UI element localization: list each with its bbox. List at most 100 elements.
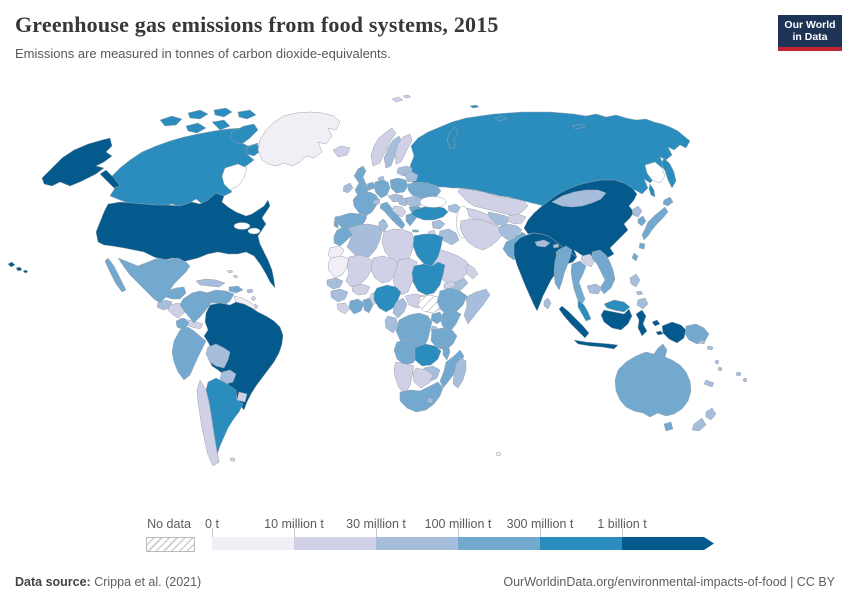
country-bahamas[interactable] xyxy=(226,269,234,274)
country-sudan[interactable] xyxy=(411,261,446,296)
country-botswana[interactable] xyxy=(412,367,434,389)
no-data-swatch[interactable] xyxy=(146,537,195,552)
country-solomon-islands[interactable] xyxy=(698,339,706,345)
country-japan-hokkaido[interactable] xyxy=(662,196,674,207)
country-nigeria[interactable] xyxy=(373,284,402,313)
country-uruguay[interactable] xyxy=(236,391,248,403)
country-united-states-alaska[interactable] xyxy=(41,137,113,187)
country-indonesia-moluccas[interactable] xyxy=(655,330,664,336)
country-norway[interactable] xyxy=(370,127,397,167)
country-greece-crete[interactable] xyxy=(411,229,420,233)
country-tunisia[interactable] xyxy=(378,219,389,233)
country-taiwan[interactable] xyxy=(631,252,639,262)
owid-logo[interactable]: Our World in Data xyxy=(778,15,842,51)
country-uzbekistan[interactable] xyxy=(487,211,511,227)
country-fiji[interactable] xyxy=(742,377,748,383)
legend-segment-3[interactable] xyxy=(458,537,540,550)
country-solomon-islands[interactable] xyxy=(706,345,714,351)
country-belarus[interactable] xyxy=(403,171,419,183)
country-switzerland[interactable] xyxy=(372,198,381,205)
country-portugal[interactable] xyxy=(333,215,340,229)
country-morocco[interactable] xyxy=(333,225,355,247)
country-colombia[interactable] xyxy=(179,290,215,324)
country-bhutan[interactable] xyxy=(552,243,560,249)
country-fiji[interactable] xyxy=(735,371,742,377)
country-lesser-antilles[interactable] xyxy=(250,295,257,302)
country-iceland[interactable] xyxy=(332,145,351,158)
country-western-balkans[interactable] xyxy=(391,205,407,218)
country-vanuatu[interactable] xyxy=(714,359,720,365)
country-australia[interactable] xyxy=(614,343,692,418)
country-malawi[interactable] xyxy=(442,343,451,361)
country-puerto-rico[interactable] xyxy=(246,288,254,294)
country-cameroon[interactable] xyxy=(392,297,408,319)
country-algeria[interactable] xyxy=(346,223,383,261)
country-ethiopia[interactable] xyxy=(436,287,468,316)
country-united-states-hawaii[interactable] xyxy=(15,266,23,272)
country-canada-arctic[interactable] xyxy=(237,109,257,120)
country-burkina-faso[interactable] xyxy=(351,283,371,296)
country-papua-new-guinea[interactable] xyxy=(684,323,710,345)
country-hispaniola[interactable] xyxy=(228,285,244,294)
country-germany[interactable] xyxy=(373,179,391,199)
country-new-zealand-south[interactable] xyxy=(691,417,707,432)
legend-segment-4[interactable] xyxy=(540,537,622,550)
credit-link[interactable]: OurWorldinData.org/environmental-impacts… xyxy=(503,575,835,589)
country-finland[interactable] xyxy=(394,133,413,165)
legend-segment-5[interactable] xyxy=(622,537,704,550)
country-paraguay[interactable] xyxy=(219,369,237,385)
country-cambodia[interactable] xyxy=(586,283,603,295)
country-chad[interactable] xyxy=(392,257,418,296)
country-vietnam[interactable] xyxy=(591,249,616,295)
country-madagascar[interactable] xyxy=(452,357,467,389)
country-sierra-leone-liberia[interactable] xyxy=(336,302,351,315)
country-mexico-baja[interactable] xyxy=(104,257,127,293)
country-ghana[interactable] xyxy=(362,297,374,314)
country-canada-baffin[interactable] xyxy=(229,123,259,145)
country-norway-svalbard[interactable] xyxy=(391,96,404,103)
country-new-zealand-north[interactable] xyxy=(705,407,717,421)
country-bolivia[interactable] xyxy=(205,343,231,369)
country-russia-sakhalin[interactable] xyxy=(648,183,656,198)
country-italy[interactable] xyxy=(379,201,406,230)
country-indonesia-sumatra[interactable] xyxy=(558,305,590,339)
country-russia-arctic-isle[interactable] xyxy=(469,104,480,109)
country-niger[interactable] xyxy=(370,255,400,284)
country-canada-arctic[interactable] xyxy=(211,119,231,131)
country-philippines-visayas[interactable] xyxy=(635,290,644,296)
country-south-korea[interactable] xyxy=(637,215,647,227)
country-canada-arctic[interactable] xyxy=(159,115,183,127)
country-venezuela[interactable] xyxy=(205,289,235,307)
country-kyrgyzstan-tajikistan[interactable] xyxy=(507,213,527,225)
country-indonesia-sulawesi[interactable] xyxy=(635,309,648,337)
country-gabon-congo[interactable] xyxy=(384,315,399,334)
legend-segment-1[interactable] xyxy=(294,537,376,550)
country-malaysia-peninsula[interactable] xyxy=(577,299,592,322)
country-bahamas[interactable] xyxy=(232,274,239,279)
country-vanuatu[interactable] xyxy=(717,366,723,372)
country-united-states-alaska-panhandle[interactable] xyxy=(99,169,121,189)
country-south-sudan[interactable] xyxy=(417,294,444,314)
country-sweden[interactable] xyxy=(383,135,403,169)
country-philippines-mindanao[interactable] xyxy=(636,297,649,310)
country-australia-tasmania[interactable] xyxy=(663,421,674,432)
country-malaysia-borneo[interactable] xyxy=(603,299,631,313)
country-canada-arctic[interactable] xyxy=(185,122,207,134)
country-philippines-luzon[interactable] xyxy=(629,273,641,288)
country-russia-novaya-zemlya[interactable] xyxy=(446,126,459,149)
country-canada[interactable] xyxy=(109,127,259,208)
country-indonesia-west-papua[interactable] xyxy=(661,321,687,344)
country-russia-arctic-isle[interactable] xyxy=(494,115,508,122)
country-lesotho[interactable] xyxy=(426,397,434,404)
country-somalia[interactable] xyxy=(463,288,491,325)
country-russia-kamchatka[interactable] xyxy=(660,157,677,189)
country-kerguelen[interactable] xyxy=(495,451,502,457)
country-russia[interactable] xyxy=(409,111,691,211)
country-mauritania[interactable] xyxy=(327,255,350,279)
country-north-korea[interactable] xyxy=(631,205,643,218)
country-canada-arctic[interactable] xyxy=(187,109,209,120)
country-united-states-hawaii[interactable] xyxy=(7,261,16,268)
country-afghanistan[interactable] xyxy=(498,223,523,241)
country-united-states-hawaii[interactable] xyxy=(22,269,29,274)
country-russia-arctic-isle[interactable] xyxy=(571,123,586,130)
